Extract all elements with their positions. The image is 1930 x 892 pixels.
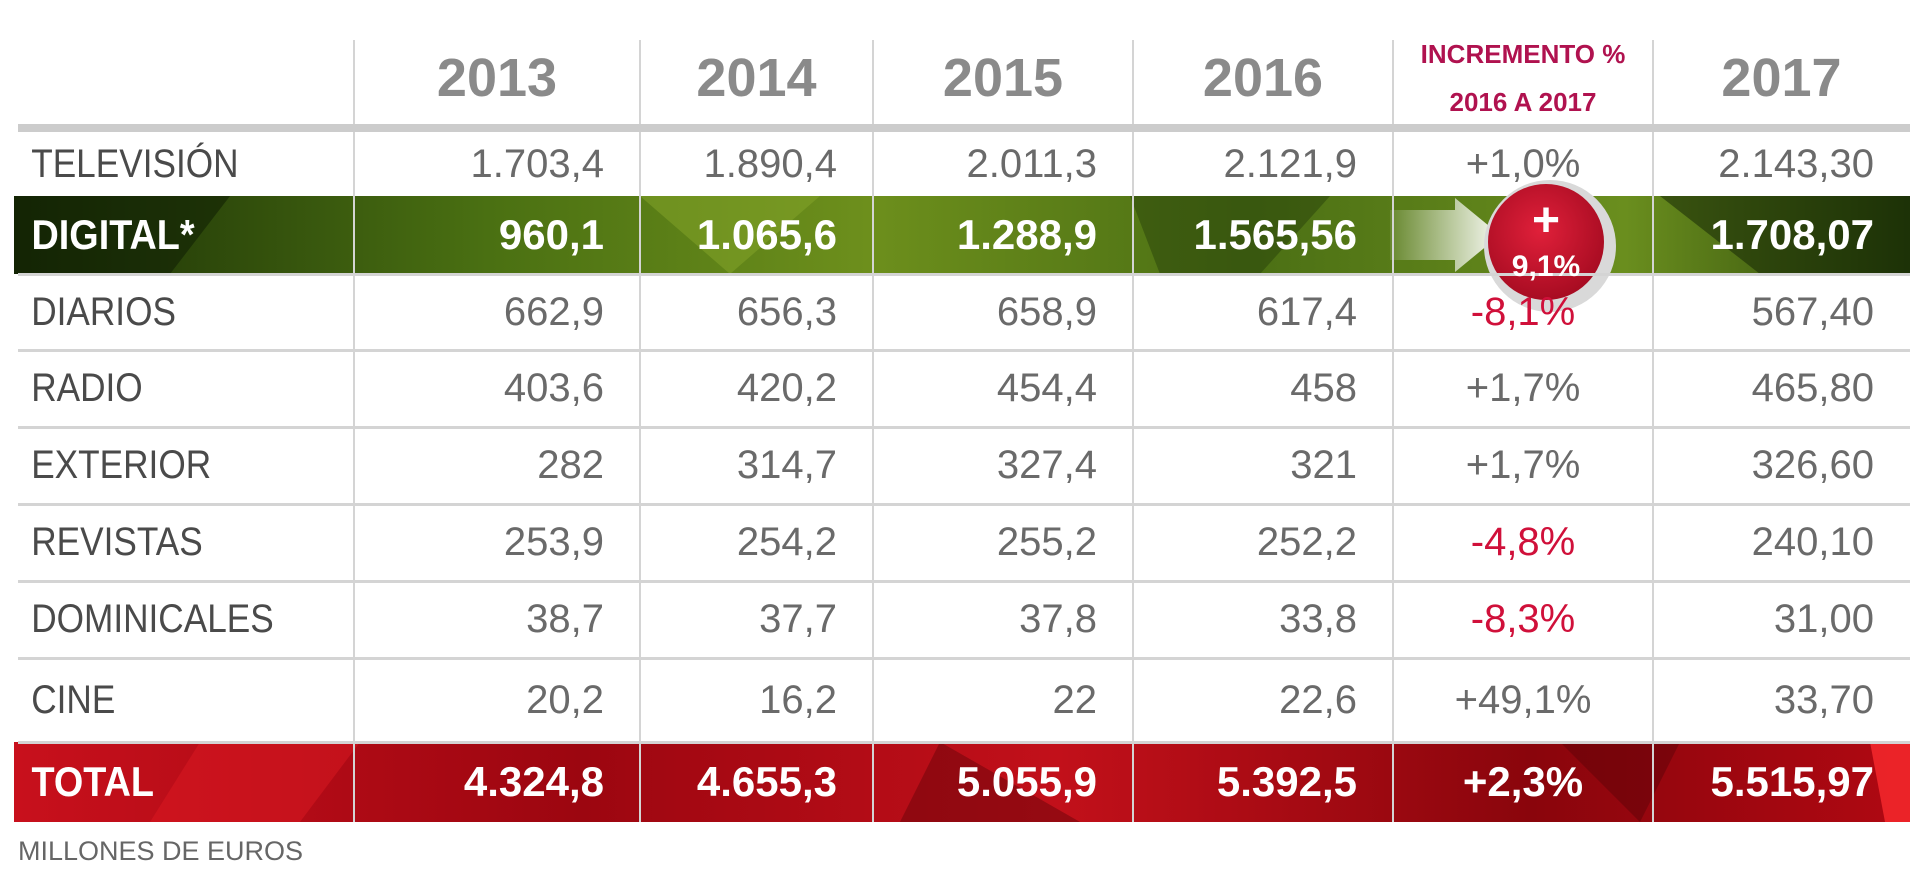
table-cell-final: 1.708,07 <box>1710 211 1875 258</box>
column-divider <box>872 40 874 822</box>
table-cell: 22 <box>1052 677 1098 722</box>
table-cell: 2.121,9 <box>1223 141 1357 186</box>
increment-arrow <box>1390 198 1500 272</box>
total-band-facet <box>150 742 360 822</box>
increment-cell: +2,3% <box>1462 758 1584 805</box>
increment-header-line: 2016 A 2017 <box>1449 87 1597 117</box>
table-cell: 403,6 <box>503 366 604 410</box>
row-label: DOMINICALES <box>31 597 274 641</box>
table-cell: 458 <box>1290 366 1357 410</box>
column-divider <box>1132 40 1134 822</box>
column-divider <box>353 40 355 822</box>
row-label: TOTAL <box>31 758 154 805</box>
table-cell-final: 465,80 <box>1751 366 1874 410</box>
table-cell: 321 <box>1290 443 1357 487</box>
table-cell-final: 2.143,30 <box>1718 141 1874 186</box>
row-divider <box>18 503 1910 506</box>
table-cell-final: 5.515,97 <box>1710 758 1875 805</box>
table-cell: 1.065,6 <box>696 211 837 258</box>
table-cell: 16,2 <box>759 677 837 722</box>
row-label: EXTERIOR <box>31 443 212 487</box>
row-divider <box>18 657 1910 660</box>
table-cell: 656,3 <box>736 289 837 334</box>
table-cell-final: 33,70 <box>1773 677 1874 722</box>
column-header-2016: 2016 <box>1202 48 1324 108</box>
table-cell: 658,9 <box>996 289 1097 334</box>
table-cell: 252,2 <box>1256 520 1357 564</box>
table-cell: 662,9 <box>503 289 604 334</box>
increment-cell: -8,3% <box>1470 597 1576 641</box>
table-cell: 37,7 <box>759 597 837 641</box>
table-cell: 1.288,9 <box>956 211 1097 258</box>
increment-badge <box>1488 184 1604 300</box>
increment-cell: +1,7% <box>1465 443 1581 487</box>
table-cell: 254,2 <box>736 520 837 564</box>
table-cell: 4.655,3 <box>696 758 837 805</box>
table-cell: 37,8 <box>1019 597 1097 641</box>
column-header-2013: 2013 <box>436 48 558 108</box>
total-band-facet <box>900 742 1080 822</box>
table-cell-final: 240,10 <box>1751 520 1874 564</box>
table-cell: 327,4 <box>996 443 1097 487</box>
total-band-facet <box>1560 742 1680 822</box>
row-divider <box>18 580 1910 583</box>
footnote: MILLONES DE EUROS <box>18 836 304 866</box>
column-header-2015: 2015 <box>942 48 1064 108</box>
header-rule <box>18 124 1910 132</box>
row-label: RADIO <box>31 366 143 410</box>
table-cell: 1.703,4 <box>470 141 604 186</box>
table-cell: 2.011,3 <box>966 141 1098 186</box>
column-divider <box>639 40 641 822</box>
row-label: DIARIOS <box>31 289 176 334</box>
row-divider <box>18 273 1910 276</box>
increment-cell: -8,1% <box>1470 289 1576 334</box>
table-cell: 617,4 <box>1256 289 1357 334</box>
table-cell: 1.565,56 <box>1193 211 1358 258</box>
increment-badge-value: 9,1% <box>1511 250 1581 283</box>
table-cell: 5.392,5 <box>1216 758 1357 805</box>
table-cell-final: 326,60 <box>1751 443 1874 487</box>
table-cell: 5.055,9 <box>956 758 1097 805</box>
table-cell: 282 <box>537 443 604 487</box>
increment-cell: +1,0% <box>1465 141 1581 186</box>
column-header-2014: 2014 <box>696 48 817 108</box>
table-cell: 4.324,8 <box>463 758 604 805</box>
table-cell: 20,2 <box>526 677 604 722</box>
table-cell: 253,9 <box>503 520 604 564</box>
total-band-facet <box>1870 742 1910 822</box>
table-cell: 1.890,4 <box>703 141 837 186</box>
table-cell: 38,7 <box>526 597 604 641</box>
table-cell: 454,4 <box>996 366 1097 410</box>
table-cell: 33,8 <box>1279 597 1357 641</box>
digital-band-facet <box>640 196 820 274</box>
row-label: TELEVISIÓN <box>31 141 239 186</box>
table-cell-final: 567,40 <box>1751 289 1874 334</box>
row-divider <box>18 741 1910 744</box>
digital-band-facet <box>1130 196 1330 274</box>
digital-band-facet <box>14 196 230 274</box>
column-header-final-year: 2017 <box>1721 48 1842 108</box>
increment-badge-plus: + <box>1531 194 1561 247</box>
table-cell: 420,2 <box>736 366 837 410</box>
column-divider <box>1652 40 1654 822</box>
row-label: DIGITAL* <box>31 211 195 258</box>
table-cell: 255,2 <box>996 520 1097 564</box>
increment-cell: +1,7% <box>1465 366 1581 410</box>
table-cell: 314,7 <box>736 443 837 487</box>
column-header-increment: INCREMENTO % 2016 A 2017 <box>1393 30 1653 126</box>
table-cell: 960,1 <box>498 211 604 258</box>
table-cell: 22,6 <box>1279 677 1357 722</box>
increment-cell: -4,8% <box>1470 520 1576 564</box>
table-cell-final: 31,00 <box>1773 597 1874 641</box>
increment-header-line: INCREMENTO % <box>1420 39 1626 69</box>
row-divider <box>18 349 1910 352</box>
increment-cell: +49,1% <box>1454 677 1592 722</box>
row-label: REVISTAS <box>31 520 203 564</box>
column-divider <box>1392 40 1394 822</box>
digital-band-facet <box>1660 196 1910 274</box>
row-label: CINE <box>31 677 116 722</box>
row-divider <box>18 426 1910 429</box>
